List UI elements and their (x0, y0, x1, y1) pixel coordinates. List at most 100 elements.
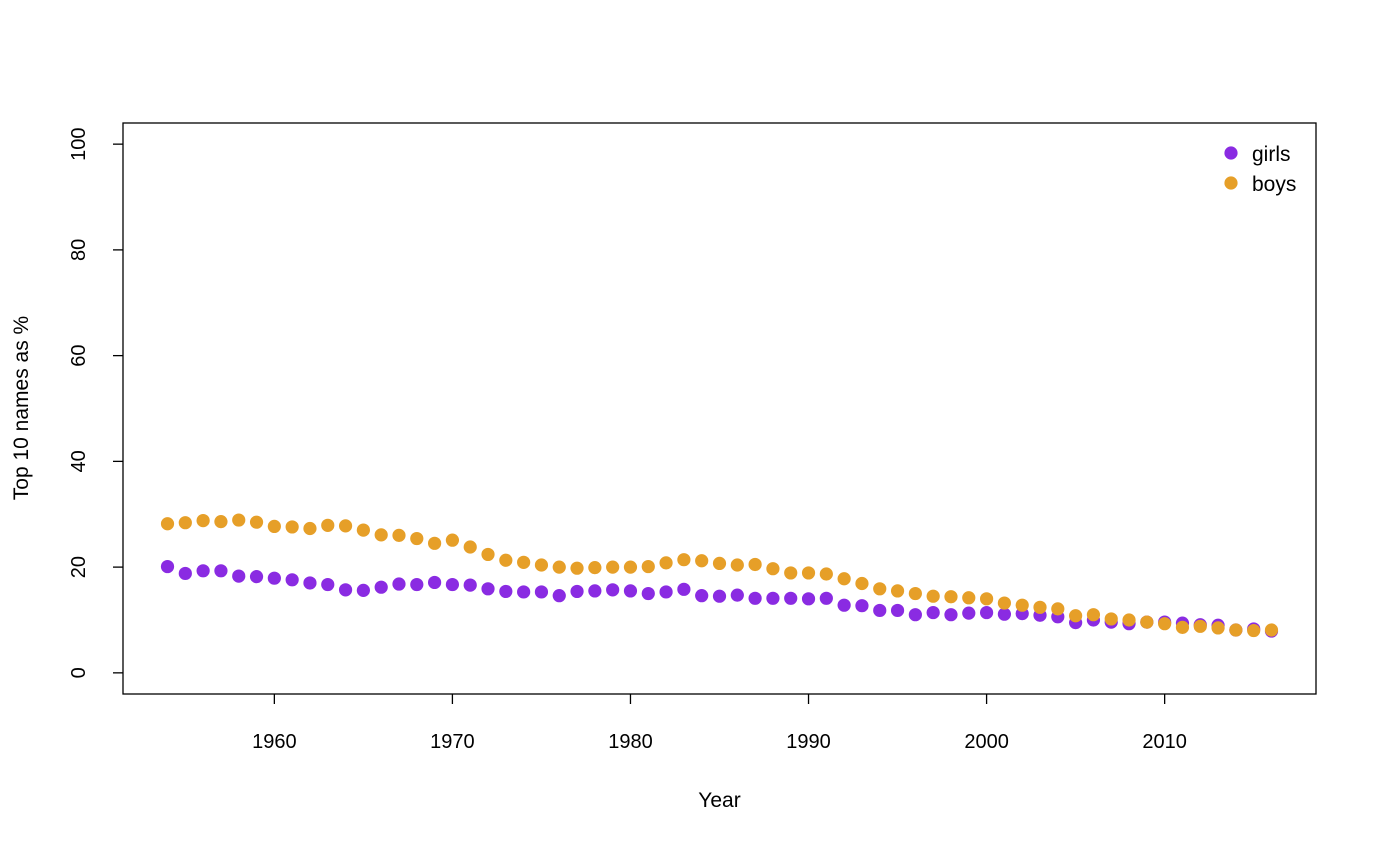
x-tick-label-1990: 1990 (786, 731, 831, 753)
point-girls-1968 (410, 577, 424, 592)
point-boys-1966 (374, 528, 388, 542)
point-girls-1991 (819, 591, 833, 605)
data-points (160, 513, 1279, 638)
point-girls-1964 (338, 583, 353, 597)
point-boys-1981 (641, 559, 655, 574)
point-girls-1972 (481, 582, 495, 596)
point-boys-1974 (517, 555, 531, 569)
series-boys (160, 513, 1279, 638)
point-boys-1956 (196, 513, 210, 528)
y-tick-label-60: 60 (68, 345, 90, 367)
point-boys-1959 (249, 515, 264, 529)
point-girls-1998 (944, 608, 958, 622)
point-boys-1967 (392, 528, 406, 542)
point-boys-1999 (962, 591, 976, 605)
point-boys-1955 (178, 516, 192, 530)
point-girls-1954 (160, 559, 175, 574)
point-boys-2001 (997, 596, 1012, 610)
point-boys-2009 (1140, 615, 1154, 629)
point-boys-2006 (1086, 608, 1101, 622)
point-boys-1988 (766, 562, 780, 576)
y-tick-label-40: 40 (68, 450, 90, 472)
point-boys-2003 (1033, 600, 1047, 614)
point-girls-1969 (428, 575, 442, 590)
point-girls-1997 (926, 605, 940, 620)
y-axis-label: Top 10 names as % (10, 316, 33, 500)
point-boys-2002 (1015, 598, 1029, 612)
point-boys-1978 (588, 561, 602, 575)
point-girls-1966 (374, 580, 388, 594)
point-girls-1984 (695, 589, 709, 603)
point-boys-1995 (890, 584, 905, 598)
point-girls-1978 (588, 584, 602, 598)
point-girls-1994 (873, 603, 887, 618)
point-boys-1994 (873, 582, 887, 596)
y-tick-label-80: 80 (68, 239, 90, 261)
point-boys-1957 (214, 515, 228, 529)
point-boys-1982 (659, 556, 673, 570)
point-boys-1990 (801, 566, 816, 580)
point-boys-1980 (623, 560, 638, 574)
point-girls-1971 (463, 578, 477, 592)
series-girls (160, 559, 1279, 638)
point-girls-1987 (748, 591, 762, 605)
point-girls-1955 (178, 566, 192, 581)
point-girls-1967 (392, 577, 406, 591)
point-girls-1990 (801, 592, 816, 606)
x-axis-label: Year (698, 789, 740, 812)
point-boys-2011 (1175, 620, 1190, 634)
point-boys-1969 (428, 536, 442, 550)
point-girls-1976 (552, 589, 566, 603)
point-boys-1965 (356, 523, 370, 537)
point-boys-1996 (908, 586, 922, 601)
y-tick-label-100: 100 (68, 127, 90, 160)
point-boys-1985 (712, 556, 727, 571)
y-axis: 0 20 40 60 80 100 (68, 127, 123, 678)
point-girls-1957 (214, 564, 228, 578)
y-tick-label-20: 20 (68, 556, 90, 578)
point-boys-2010 (1158, 617, 1172, 631)
point-girls-1975 (534, 585, 549, 599)
point-boys-2014 (1229, 623, 1243, 637)
legend-label-girls: girls (1252, 143, 1291, 166)
point-boys-1962 (303, 521, 317, 536)
point-boys-1972 (481, 547, 495, 562)
point-boys-1975 (534, 558, 549, 572)
point-boys-2004 (1051, 602, 1065, 616)
point-girls-2001 (997, 607, 1012, 621)
point-girls-1988 (766, 591, 780, 605)
point-girls-2000 (979, 605, 994, 620)
point-girls-1985 (712, 589, 727, 603)
point-girls-1986 (730, 588, 744, 602)
point-boys-2005 (1069, 609, 1083, 623)
x-tick-label-1960: 1960 (252, 731, 297, 753)
legend-marker-boys (1224, 176, 1238, 190)
point-boys-1961 (285, 520, 299, 534)
legend-label-boys: boys (1252, 173, 1296, 196)
point-girls-1992 (837, 598, 851, 612)
point-boys-1998 (944, 590, 958, 604)
point-boys-2012 (1193, 619, 1207, 633)
point-girls-1970 (445, 577, 460, 592)
legend: girls boys (1224, 143, 1296, 196)
plot-frame (122, 122, 1317, 695)
point-girls-1979 (606, 583, 620, 597)
point-girls-1956 (196, 564, 210, 578)
point-boys-1986 (730, 558, 744, 572)
point-girls-1960 (267, 571, 281, 585)
point-boys-1987 (748, 557, 762, 572)
point-boys-1968 (410, 531, 424, 546)
point-boys-1960 (267, 519, 281, 534)
x-tick-label-2000: 2000 (964, 731, 1009, 753)
point-girls-1977 (570, 584, 584, 599)
point-boys-1964 (338, 519, 353, 533)
point-girls-1995 (890, 603, 905, 618)
point-girls-1993 (855, 599, 869, 613)
point-boys-2007 (1104, 612, 1118, 626)
point-boys-1971 (463, 540, 477, 554)
point-boys-2008 (1122, 613, 1136, 627)
point-girls-1999 (962, 606, 976, 620)
point-boys-1984 (695, 554, 709, 568)
point-boys-2016 (1264, 623, 1279, 637)
x-tick-label-1970: 1970 (430, 731, 475, 753)
